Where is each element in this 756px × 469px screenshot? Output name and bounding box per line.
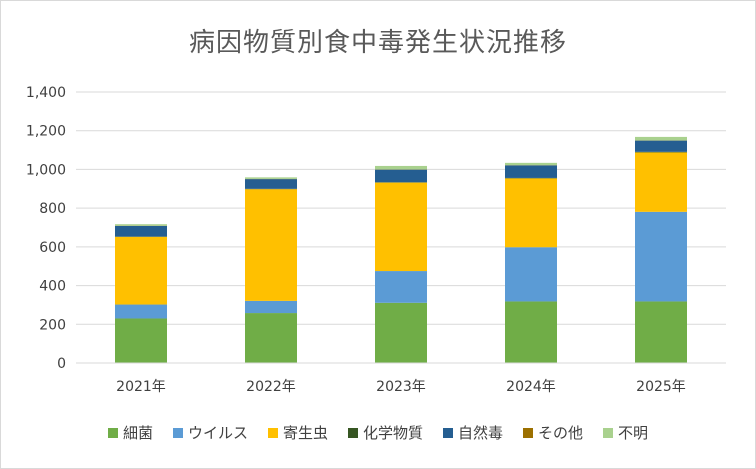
bar-segment [505,301,557,363]
y-tick-label: 0 [57,356,66,372]
bar-segment [375,182,427,272]
bar-segment [375,271,427,303]
legend-swatch [348,428,358,438]
bar-segment [635,140,687,152]
bar-segment [375,302,427,363]
bar-segment [505,165,557,178]
legend-label: ウイルス [188,424,248,442]
bar-segment [245,189,297,301]
bar-segment [505,247,557,302]
legend-swatch [173,428,183,438]
x-tick-label: 2022年 [246,379,296,395]
bar-segment [115,304,167,319]
bar-segment [375,169,427,183]
bar-segment [115,224,167,226]
legend-swatch [523,428,533,438]
legend-label: 寄生虫 [283,424,328,442]
bar-segment [115,225,167,237]
legend-label: その他 [538,424,583,442]
legend-swatch [603,428,613,438]
bar-segment [635,136,687,141]
bar-segment [635,301,687,363]
bar-segment [505,162,557,166]
bar-segment [505,178,557,248]
bar-segment [245,300,297,314]
y-tick-label: 1,400 [26,85,66,101]
y-tick-label: 1,000 [26,162,66,178]
chart-title: 病因物質別食中毒発生状況推移 [188,28,567,58]
x-tick-label: 2021年 [116,379,166,395]
bar-segment [115,318,167,363]
legend-swatch [108,428,118,438]
y-tick-label: 1,200 [26,124,66,140]
bar-segment [635,211,687,302]
bar-segment [245,177,297,179]
legend-label: 化学物質 [363,424,423,442]
legend-swatch [268,428,278,438]
legend-swatch [443,428,453,438]
y-tick-label: 400 [39,279,66,295]
legend-label: 自然毒 [458,424,503,442]
y-tick-label: 200 [39,317,66,333]
bar-segment [245,313,297,363]
bar-segment [115,236,167,305]
bar-segment [375,165,427,170]
bar-segment [635,151,687,153]
bar-segment [635,152,687,212]
x-tick-label: 2025年 [636,379,686,395]
bar-segment [245,179,297,189]
legend-label: 不明 [618,424,648,442]
x-tick-label: 2024年 [506,379,556,395]
x-tick-label: 2023年 [376,379,426,395]
y-tick-label: 600 [39,240,66,256]
y-tick-label: 800 [39,201,66,217]
legend-label: 細菌 [123,424,153,442]
